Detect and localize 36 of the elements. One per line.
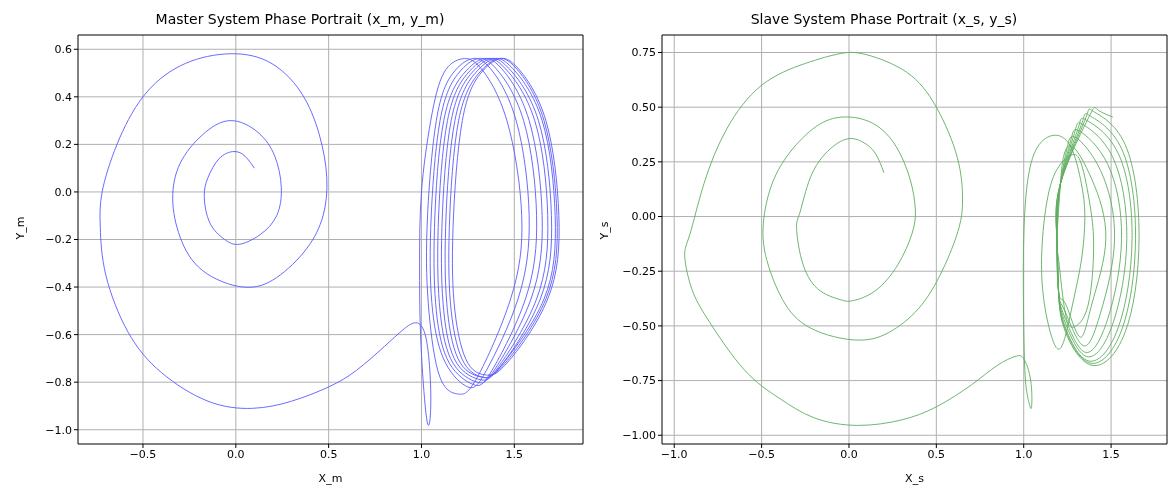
y-tick-label: 0.00 [631,210,656,224]
x-tick-label: 0.5 [319,447,338,461]
y-tick-label: −0.25 [622,265,656,279]
y-tick-label: −0.6 [45,328,72,342]
y-tick-label: −1.0 [45,423,72,437]
chart-title: Slave System Phase Portrait (x_s, y_s) [749,10,1019,29]
x-tick-label: 1.0 [412,447,431,461]
x-tick-label: 0.5 [927,447,946,461]
x-tick-label: −0.5 [129,447,157,461]
x-axis-title: X_m [318,472,343,485]
x-tick-label: 1.5 [1102,447,1120,461]
y-tick-label: −0.50 [622,319,656,333]
y-tick-label: 0.4 [54,90,72,104]
y-tick-label: −0.4 [45,280,72,294]
x-tick-label: 1.5 [505,447,524,461]
x-tick-label: −1.0 [660,447,688,461]
y-tick-label: 0.50 [631,101,656,115]
x-axis-title: X_s [905,472,925,485]
x-tick-label: −0.5 [748,447,775,461]
y-tick-label: −0.2 [45,233,72,247]
chart-title: Master System Phase Portrait (x_m, y_m) [154,10,446,29]
y-tick-label: 0.2 [54,138,72,152]
x-tick-label: 0.0 [227,447,245,461]
y-tick-label: 0.75 [631,46,656,60]
x-tick-label: 1.0 [1014,447,1033,461]
y-tick-label: −0.8 [45,376,72,390]
y-tick-label: −0.75 [622,374,656,388]
y-tick-label: −1.00 [622,429,656,443]
x-tick-label: 0.0 [840,447,858,461]
y-axis-title: Y_m [13,216,27,241]
y-axis-title: Y_s [597,221,611,241]
line-series [684,53,1140,426]
line-series [99,53,560,426]
y-tick-label: 0.25 [631,155,656,169]
y-tick-label: 0.6 [54,43,72,57]
y-tick-label: 0.0 [54,185,72,199]
